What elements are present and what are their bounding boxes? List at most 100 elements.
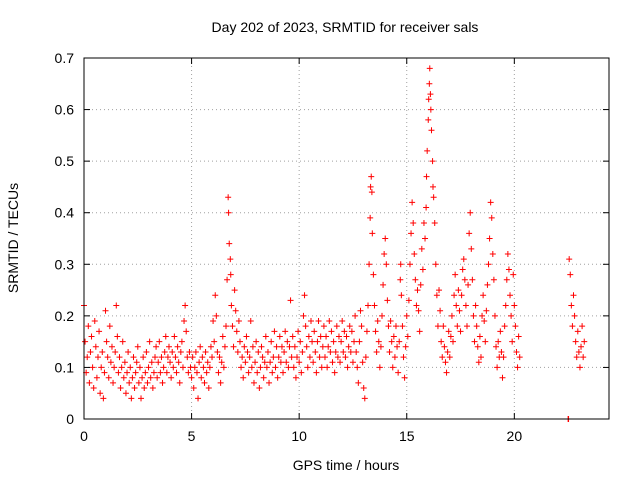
data-point — [165, 343, 172, 350]
data-point — [385, 323, 392, 330]
data-point — [285, 364, 292, 371]
data-point — [261, 359, 268, 366]
data-point — [178, 338, 185, 345]
data-point — [427, 91, 434, 98]
data-point — [256, 385, 263, 392]
data-point — [93, 374, 100, 381]
data-point — [332, 348, 339, 355]
data-point — [199, 354, 206, 361]
data-point — [249, 343, 256, 350]
data-point — [331, 369, 338, 376]
data-point — [352, 312, 359, 319]
data-point — [437, 307, 444, 314]
data-point — [309, 338, 316, 345]
data-point — [468, 245, 475, 252]
data-point — [428, 127, 435, 134]
data-point — [291, 343, 298, 350]
data-point — [159, 379, 166, 386]
data-point — [419, 266, 426, 273]
data-point — [359, 359, 366, 366]
data-point — [477, 354, 484, 361]
data-point — [216, 354, 223, 361]
data-point — [117, 385, 124, 392]
data-point — [150, 369, 157, 376]
data-point — [366, 261, 373, 268]
data-point — [124, 369, 131, 376]
data-point — [455, 287, 462, 294]
data-point — [499, 374, 506, 381]
data-point — [334, 354, 341, 361]
data-point — [287, 297, 294, 304]
x-axis-label: GPS time / hours — [293, 457, 400, 473]
data-point — [357, 307, 364, 314]
data-point — [143, 348, 150, 355]
data-point — [240, 374, 247, 381]
data-point — [90, 385, 97, 392]
data-point — [403, 312, 410, 319]
data-point — [452, 271, 459, 278]
data-point — [580, 354, 587, 361]
data-point — [453, 302, 460, 309]
data-point — [200, 364, 207, 371]
data-point — [147, 374, 154, 381]
x-tick-label: 0 — [80, 428, 88, 444]
data-point — [476, 333, 483, 340]
data-point — [404, 333, 411, 340]
data-point — [269, 369, 276, 376]
data-point — [572, 338, 579, 345]
data-point — [306, 354, 313, 361]
data-point — [377, 343, 384, 350]
data-point — [238, 364, 245, 371]
data-point — [489, 250, 496, 257]
data-point — [280, 369, 287, 376]
data-point — [456, 307, 463, 314]
data-point — [188, 374, 195, 381]
data-point — [358, 323, 365, 330]
data-point — [483, 307, 490, 314]
data-point — [294, 354, 301, 361]
data-point — [221, 343, 228, 350]
data-point — [163, 369, 170, 376]
data-point — [227, 256, 234, 263]
data-point — [250, 379, 257, 386]
data-point — [373, 348, 380, 355]
data-point — [133, 359, 140, 366]
data-point — [400, 354, 407, 361]
data-point — [273, 343, 280, 350]
data-point — [380, 281, 387, 288]
chart-title: Day 202 of 2023, SRMTID for receiver sal… — [212, 19, 479, 35]
data-point — [185, 369, 192, 376]
data-point — [447, 333, 454, 340]
data-point — [92, 343, 99, 350]
data-point — [401, 374, 408, 381]
data-point — [436, 287, 443, 294]
data-point — [487, 199, 494, 206]
data-point — [454, 323, 461, 330]
data-point — [303, 343, 310, 350]
data-point — [370, 271, 377, 278]
data-point — [161, 348, 168, 355]
data-point — [480, 292, 487, 299]
y-tick-label: 0.1 — [55, 359, 75, 375]
data-point — [87, 348, 94, 355]
data-point — [395, 369, 402, 376]
data-point — [271, 328, 278, 335]
data-point — [229, 323, 236, 330]
data-point — [474, 343, 481, 350]
data-point — [305, 333, 312, 340]
data-point — [289, 333, 296, 340]
data-point — [579, 323, 586, 330]
data-point — [376, 364, 383, 371]
data-point — [426, 65, 433, 72]
data-point — [255, 348, 262, 355]
data-point — [448, 312, 455, 319]
data-point — [402, 343, 409, 350]
data-point — [99, 348, 106, 355]
data-point — [494, 364, 501, 371]
data-point — [423, 173, 430, 180]
x-tick-label: 20 — [507, 428, 523, 444]
data-point — [82, 338, 89, 345]
y-tick-label: 0.2 — [55, 308, 75, 324]
data-point — [368, 173, 375, 180]
data-point — [394, 343, 401, 350]
